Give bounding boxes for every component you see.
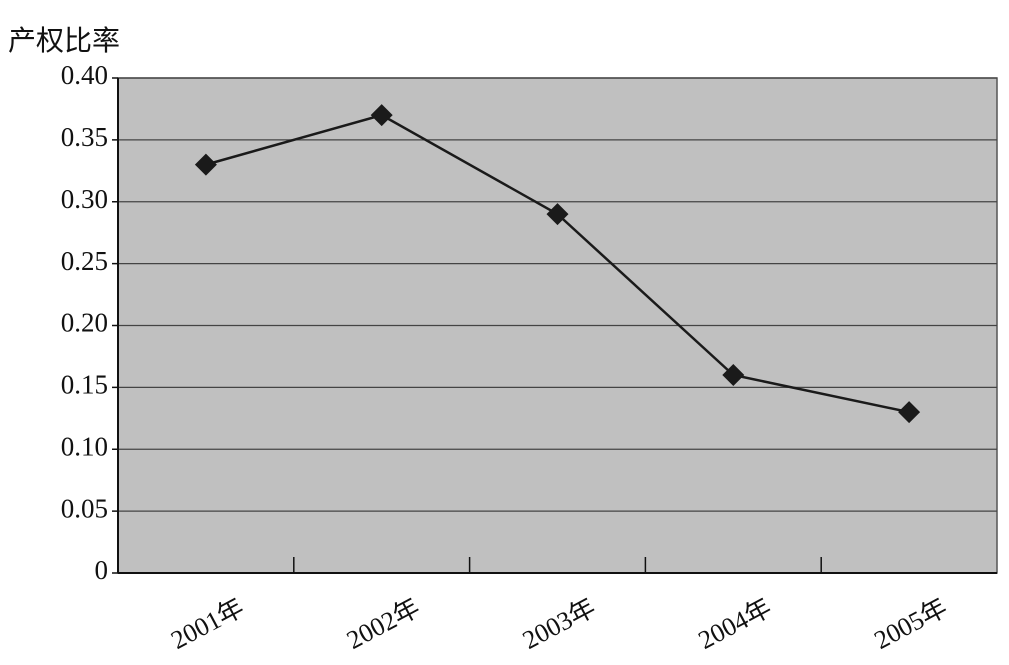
x-tick-label: 2004年 (694, 593, 776, 655)
marker (898, 401, 921, 424)
y-tick-label: 0.35 (61, 122, 108, 152)
y-axis-label: 产权比率 (8, 24, 120, 57)
y-tick-label: 0.25 (61, 246, 108, 276)
x-tick-label: 2003年 (518, 593, 600, 655)
y-tick-label: 0.05 (61, 493, 108, 523)
y-tick-label: 0 (95, 555, 109, 585)
marker (194, 153, 217, 176)
x-tick-label: 2001年 (166, 593, 248, 655)
marker (370, 104, 393, 127)
marker (722, 364, 745, 386)
y-tick-label: 0.10 (61, 431, 108, 461)
x-tick-label: 2002年 (342, 593, 424, 655)
y-tick-label: 0.40 (61, 60, 108, 90)
x-tick-label: 2005年 (869, 593, 951, 655)
y-tick-label: 0.30 (61, 184, 108, 214)
y-tick-label: 0.20 (61, 308, 108, 338)
marker (546, 203, 569, 226)
y-tick-label: 0.15 (61, 370, 108, 400)
